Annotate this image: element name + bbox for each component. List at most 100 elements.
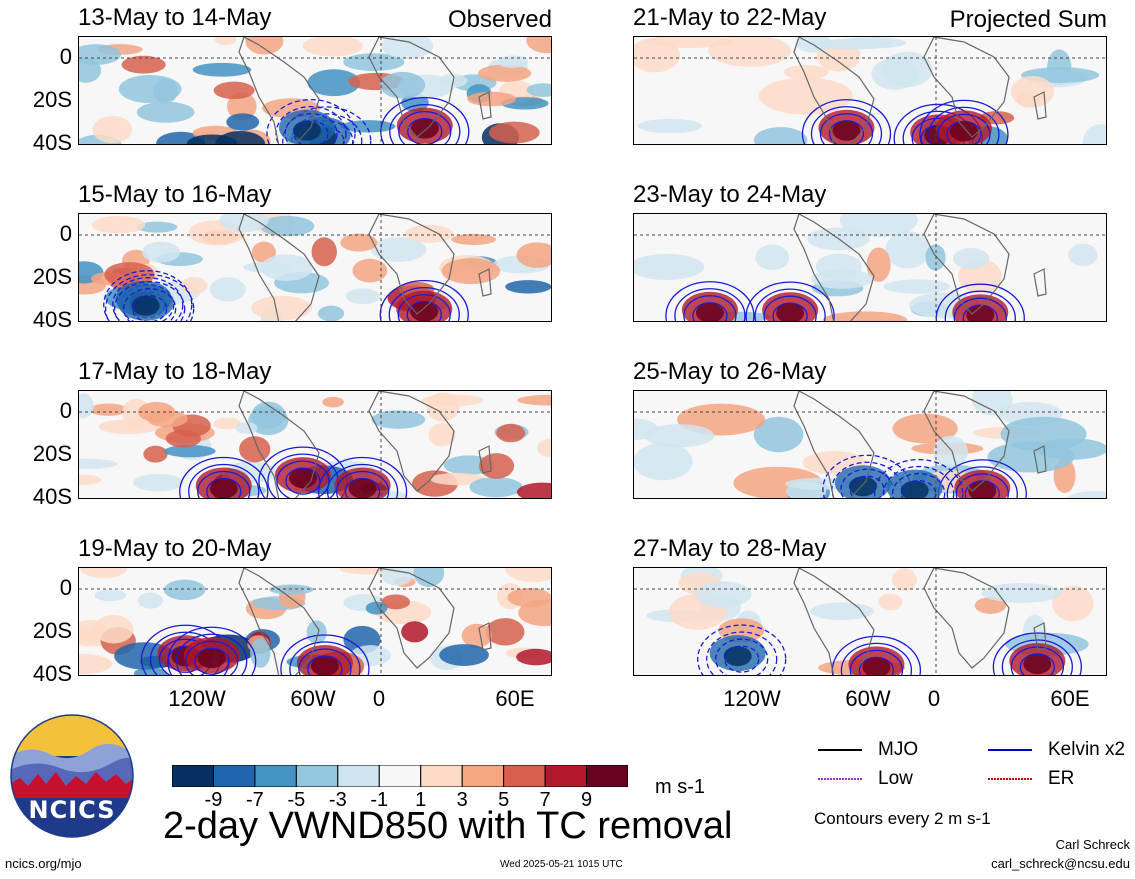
kelvin-contour bbox=[326, 463, 399, 498]
footer-url[interactable]: ncics.org/mjo bbox=[5, 856, 82, 871]
anomaly-shading bbox=[467, 91, 516, 107]
anomaly-shading bbox=[634, 443, 693, 481]
anomaly-shading bbox=[1052, 585, 1094, 622]
anomaly-shading bbox=[79, 653, 112, 675]
anomaly-shading bbox=[79, 458, 118, 470]
anomaly-shading bbox=[79, 474, 102, 486]
kelvin-contour bbox=[282, 106, 372, 144]
anomaly-shading bbox=[478, 64, 532, 82]
kelvin-contour bbox=[745, 281, 835, 321]
kelvin-contour bbox=[103, 270, 193, 321]
anomaly-core bbox=[310, 655, 339, 675]
anomaly-shading bbox=[118, 74, 182, 104]
anomaly-shading bbox=[516, 242, 551, 268]
kelvin-contour bbox=[307, 655, 343, 675]
colorbar-units: m s-1 bbox=[655, 776, 705, 798]
anomaly-shading bbox=[516, 648, 551, 666]
panel-tag: Projected Sum bbox=[949, 6, 1107, 33]
colorbar-tick-label: 5 bbox=[498, 789, 510, 811]
anomaly-core bbox=[862, 657, 891, 675]
kelvin-contour bbox=[379, 279, 469, 321]
map-panel bbox=[78, 213, 552, 322]
lon-label: 60E bbox=[1050, 686, 1090, 711]
kelvin-contour bbox=[284, 112, 338, 144]
anomaly-shading bbox=[496, 423, 526, 443]
coastline bbox=[793, 391, 1047, 498]
kelvin-contour bbox=[317, 456, 408, 498]
kelvin-contour bbox=[123, 288, 177, 321]
legend-label: Kelvin x2 bbox=[1048, 739, 1126, 760]
anomaly-shading bbox=[451, 233, 497, 245]
anomaly-shading bbox=[215, 131, 266, 144]
anomaly-shading bbox=[226, 113, 260, 131]
kelvin-contour bbox=[185, 640, 239, 675]
map-panel bbox=[633, 567, 1107, 676]
kelvin-contour bbox=[937, 113, 991, 144]
anomaly-shading bbox=[219, 214, 269, 233]
anomaly-shading bbox=[401, 621, 429, 643]
anomaly-shading bbox=[136, 221, 178, 233]
anomaly-shading bbox=[883, 279, 951, 294]
anomaly-shading bbox=[141, 241, 181, 263]
anomaly-shading bbox=[885, 231, 931, 269]
kelvin-contour bbox=[112, 277, 184, 321]
anomaly-shading bbox=[881, 51, 933, 88]
footer-email[interactable]: carl_schreck@ncsu.edu bbox=[991, 856, 1130, 871]
lon-label: 60W bbox=[845, 686, 891, 711]
panel-title: 17-May to 18-May bbox=[78, 358, 272, 385]
kelvin-contour bbox=[819, 113, 874, 144]
anomaly-shading bbox=[302, 37, 363, 57]
anomaly-shading bbox=[213, 81, 255, 100]
kelvin-contour bbox=[953, 297, 1007, 321]
lat-label: 0 bbox=[59, 398, 72, 423]
colorbar-swatch bbox=[503, 765, 546, 787]
anomaly-shading bbox=[783, 65, 829, 80]
kelvin-contour bbox=[683, 295, 737, 321]
anomaly-core bbox=[209, 478, 238, 498]
anomaly-core bbox=[197, 648, 226, 669]
anomaly-shading bbox=[352, 258, 388, 283]
lat-label: 40S bbox=[32, 130, 72, 155]
map-panel bbox=[78, 390, 552, 499]
anomaly-shading bbox=[91, 216, 146, 234]
anomaly-core bbox=[131, 295, 160, 316]
panel-title: 19-May to 20-May bbox=[78, 535, 272, 562]
anomaly-shading bbox=[496, 55, 529, 68]
lat-label: 20S bbox=[32, 87, 72, 112]
colorbar-swatch bbox=[254, 765, 297, 787]
kelvin-contour bbox=[763, 295, 817, 321]
legend-line-kelvin-x2 bbox=[988, 749, 1032, 751]
lon-label: 0 bbox=[372, 686, 386, 711]
colorbar-tick-label: 1 bbox=[415, 789, 427, 811]
kelvin-contour bbox=[801, 99, 892, 144]
anomaly-shading bbox=[755, 244, 790, 271]
kelvin-contour bbox=[810, 106, 883, 144]
anomaly-shading bbox=[753, 127, 808, 144]
anomaly-shading bbox=[132, 473, 184, 492]
kelvin-contour bbox=[946, 466, 1018, 498]
anomaly-shading bbox=[260, 254, 313, 281]
anomaly-shading bbox=[192, 62, 252, 77]
anomaly-shading bbox=[933, 435, 968, 468]
legend-label: MJO bbox=[878, 739, 919, 760]
colorbar-tick-label: 7 bbox=[539, 789, 551, 811]
kelvin-contour bbox=[176, 633, 248, 675]
anomaly-shading bbox=[213, 417, 241, 430]
lat-label: 0 bbox=[59, 575, 72, 600]
panel-title: 25-May to 26-May bbox=[633, 358, 827, 385]
anomaly-shading bbox=[79, 44, 121, 65]
lat-label: 20S bbox=[32, 441, 72, 466]
kelvin-contour bbox=[397, 293, 451, 321]
anomaly-shading bbox=[695, 581, 752, 608]
anomaly-shading bbox=[381, 594, 411, 610]
kelvin-contour bbox=[892, 472, 946, 498]
kelvin-contour bbox=[715, 638, 769, 675]
anomaly-shading bbox=[479, 453, 515, 479]
anomaly-shading bbox=[1068, 243, 1098, 267]
anomaly-shading bbox=[165, 429, 202, 448]
figure-title: 2-day VWND850 with TC removal bbox=[163, 805, 733, 847]
kelvin-contour bbox=[840, 642, 913, 675]
anomaly-shading bbox=[505, 568, 551, 583]
anomaly-shading bbox=[163, 579, 206, 601]
anomaly-shading bbox=[469, 477, 523, 498]
